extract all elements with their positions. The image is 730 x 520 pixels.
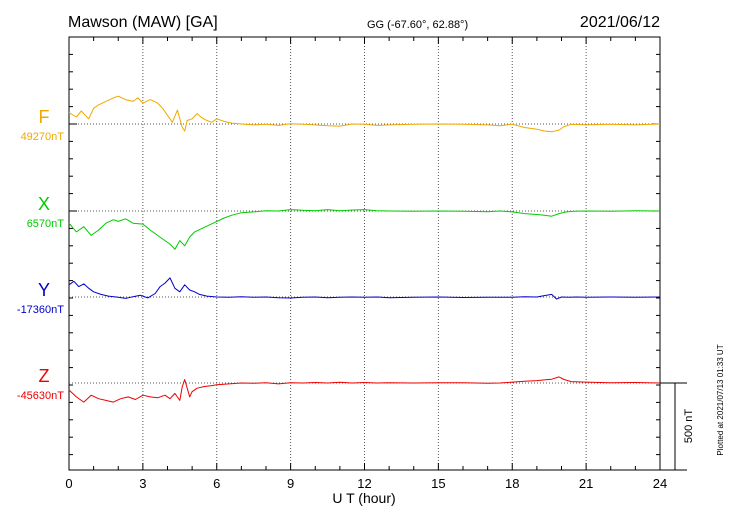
x-tick-labels: 0 3 6 9 12 15 18 21 24 [65, 476, 667, 491]
x-tick-label-21: 21 [579, 476, 593, 491]
series-name-y: Y [38, 280, 50, 300]
series-name-x: X [38, 194, 50, 214]
x-tick-label-18: 18 [505, 476, 519, 491]
x-tick-label-9: 9 [287, 476, 294, 491]
series-baseline-z: -45630nT [17, 390, 64, 402]
series-name-f: F [39, 107, 50, 127]
series-name-z: Z [39, 366, 50, 386]
x-tick-label-3: 3 [139, 476, 146, 491]
x-tick-label-0: 0 [65, 476, 72, 491]
series-group [68, 95, 661, 403]
x-tick-label-12: 12 [357, 476, 371, 491]
series-baseline-x: 6570nT [27, 218, 65, 230]
scale-bar-label: 500 nT [683, 409, 695, 444]
station-coordinates: GG (-67.60°, 62.88°) [367, 19, 468, 31]
plot-date: 2021/06/12 [580, 14, 660, 31]
axis-ticks [68, 36, 661, 470]
series-line-y [68, 277, 661, 300]
series-baseline-y: -17360nT [17, 304, 64, 316]
x-tick-label-15: 15 [431, 476, 445, 491]
series-line-x [68, 209, 661, 250]
grid-lines [69, 37, 660, 470]
x-tick-label-6: 6 [213, 476, 220, 491]
x-tick-label-24: 24 [653, 476, 667, 491]
scale-bar: 500 nT [660, 382, 695, 471]
series-line-f [68, 95, 661, 133]
x-axis-label: U T (hour) [332, 490, 395, 506]
station-title: Mawson (MAW) [GA] [68, 14, 218, 31]
series-baseline-f: 49270nT [21, 131, 65, 143]
series-line-z [68, 376, 661, 403]
series-labels: F 49270nT X 6570nT Y -17360nT Z -45630nT [17, 107, 64, 402]
plotted-timestamp: Plotted at 2021/07/13 01:33 UT [716, 344, 725, 455]
